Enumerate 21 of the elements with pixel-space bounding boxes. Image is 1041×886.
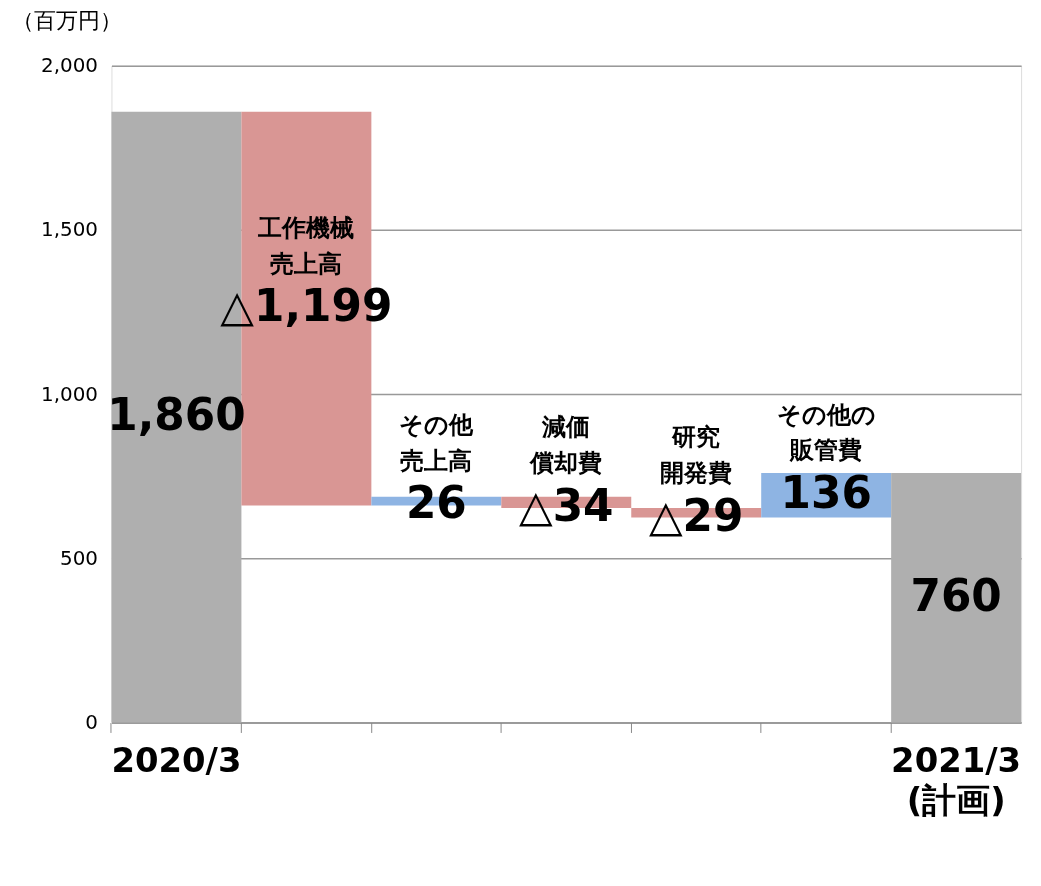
y-tick-label: 1,500	[41, 218, 99, 242]
y-axis-title: （百万円）	[12, 8, 123, 34]
data-label: △34	[519, 479, 614, 531]
data-label: 760	[910, 569, 1002, 621]
data-label: △29	[648, 489, 744, 541]
data-label: △1,199	[220, 280, 393, 332]
y-tick-label: 500	[60, 546, 99, 570]
data-label: 1,860	[107, 389, 246, 440]
x-tick-label: 2021/3 (計画)	[891, 740, 1022, 820]
annotation: 研究開発費	[660, 422, 733, 487]
y-tick-label: 1,000	[41, 382, 99, 406]
bar	[891, 472, 1022, 723]
y-tick-label: 2,000	[41, 54, 99, 78]
annotation: 減価償却費	[529, 413, 603, 478]
annotation: 工作機械売上高	[257, 213, 355, 278]
data-label: 26	[405, 477, 467, 529]
annotation: その他の販管費	[776, 400, 876, 465]
data-label: 136	[780, 467, 872, 519]
y-tick-label: 0	[85, 710, 99, 734]
x-tick-label: 2020/3	[111, 740, 242, 780]
annotation: その他売上高	[399, 410, 475, 475]
